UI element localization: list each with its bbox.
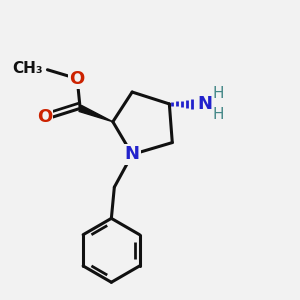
Polygon shape <box>79 105 113 122</box>
Text: N: N <box>197 95 212 113</box>
Text: N: N <box>125 146 140 164</box>
Text: O: O <box>70 70 85 88</box>
Text: H: H <box>212 86 224 101</box>
Text: H: H <box>212 107 224 122</box>
Text: O: O <box>37 108 52 126</box>
Text: CH₃: CH₃ <box>12 61 43 76</box>
